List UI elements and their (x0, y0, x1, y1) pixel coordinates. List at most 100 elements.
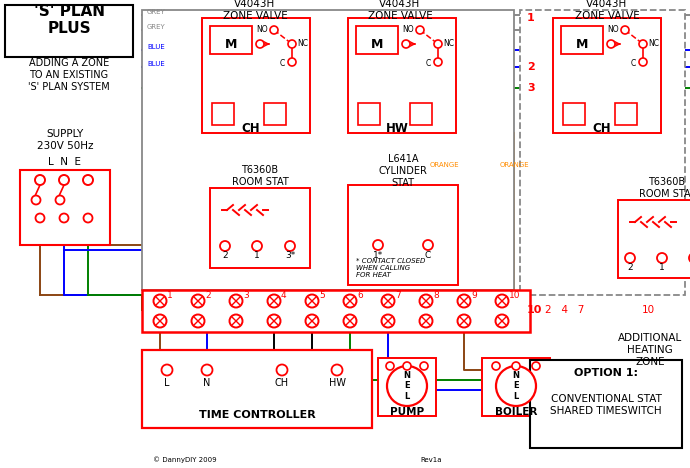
Bar (264, 103, 286, 125)
Circle shape (35, 213, 44, 222)
Circle shape (252, 241, 262, 251)
Text: SUPPLY
230V 50Hz: SUPPLY 230V 50Hz (37, 129, 93, 151)
Bar (615, 103, 637, 125)
Circle shape (344, 314, 357, 328)
Circle shape (457, 294, 471, 307)
Text: 3*: 3* (689, 263, 690, 272)
Text: N: N (204, 378, 210, 388)
Text: 3*: 3* (285, 251, 295, 261)
Bar (358, 103, 380, 125)
Bar (142, 10, 514, 290)
Text: 1*: 1* (373, 250, 383, 259)
Text: ADDING A ZONE
TO AN EXISTING
'S' PLAN SYSTEM: ADDING A ZONE TO AN EXISTING 'S' PLAN SY… (28, 58, 110, 92)
Circle shape (402, 40, 410, 48)
Text: 1: 1 (254, 251, 260, 261)
Text: * CONTACT CLOSED
WHEN CALLING
FOR HEAT: * CONTACT CLOSED WHEN CALLING FOR HEAT (356, 258, 425, 278)
Circle shape (331, 365, 342, 375)
Text: ADDITIONAL
HEATING
ZONE: ADDITIONAL HEATING ZONE (618, 333, 682, 366)
Bar (202, 18, 310, 133)
Circle shape (621, 26, 629, 34)
Circle shape (420, 362, 428, 370)
Circle shape (495, 294, 509, 307)
Text: NO: NO (257, 24, 268, 34)
Text: N
E
L: N E L (513, 371, 520, 401)
Circle shape (153, 314, 166, 328)
Text: T6360B
ROOM STAT: T6360B ROOM STAT (232, 165, 288, 187)
Text: GREY: GREY (147, 24, 166, 30)
Bar (618, 200, 690, 278)
Text: L641A
CYLINDER
STAT: L641A CYLINDER STAT (379, 154, 427, 188)
Circle shape (420, 314, 433, 328)
Circle shape (512, 362, 520, 370)
Text: HW: HW (328, 378, 346, 388)
Text: M: M (576, 37, 588, 51)
Text: 4: 4 (281, 292, 286, 300)
Circle shape (220, 241, 230, 251)
Circle shape (306, 294, 319, 307)
Bar (348, 18, 456, 133)
Text: V4043H
ZONE VALVE: V4043H ZONE VALVE (575, 0, 640, 21)
Text: BOILER: BOILER (495, 407, 538, 417)
Circle shape (192, 314, 204, 328)
Circle shape (277, 365, 288, 375)
Text: 3: 3 (243, 292, 249, 300)
Text: 2: 2 (627, 263, 633, 272)
Bar (5, 5, 133, 57)
Circle shape (382, 314, 395, 328)
Circle shape (306, 314, 319, 328)
Text: 7: 7 (395, 292, 401, 300)
Text: CONVENTIONAL STAT
SHARED TIMESWITCH: CONVENTIONAL STAT SHARED TIMESWITCH (550, 394, 662, 416)
Text: M: M (371, 37, 383, 51)
Bar (142, 290, 530, 332)
Circle shape (386, 362, 394, 370)
Bar (348, 185, 458, 285)
Circle shape (270, 26, 278, 34)
Text: ORANGE: ORANGE (430, 162, 460, 168)
Text: CH: CH (241, 122, 260, 134)
Text: 1: 1 (659, 263, 665, 272)
Text: C: C (425, 250, 431, 259)
Text: 10: 10 (527, 305, 542, 315)
Circle shape (416, 26, 424, 34)
Circle shape (373, 240, 383, 250)
Circle shape (496, 366, 536, 406)
Bar (530, 360, 682, 448)
Bar (378, 358, 436, 416)
Circle shape (423, 240, 433, 250)
Bar (142, 350, 372, 428)
Circle shape (268, 294, 281, 307)
Bar (210, 26, 252, 54)
Bar (520, 10, 685, 295)
Text: V4043H
ZONE VALVE: V4043H ZONE VALVE (223, 0, 287, 21)
Circle shape (495, 314, 509, 328)
Circle shape (201, 365, 213, 375)
Text: CH: CH (275, 378, 289, 388)
Circle shape (382, 294, 395, 307)
Text: 2   4   7: 2 4 7 (545, 305, 584, 315)
Circle shape (387, 366, 427, 406)
Bar (210, 188, 310, 268)
Circle shape (625, 253, 635, 263)
Text: NC: NC (443, 38, 454, 47)
Text: 'S' PLAN
PLUS: 'S' PLAN PLUS (34, 4, 104, 36)
Text: BLUE: BLUE (147, 44, 165, 50)
Circle shape (230, 314, 242, 328)
Text: C: C (279, 59, 285, 68)
Text: T6360B
ROOM STAT: T6360B ROOM STAT (639, 177, 690, 199)
Circle shape (403, 362, 411, 370)
Circle shape (288, 40, 296, 48)
Text: 5: 5 (319, 292, 325, 300)
Circle shape (83, 213, 92, 222)
Text: 2: 2 (527, 62, 535, 72)
Text: CH: CH (593, 122, 611, 134)
Circle shape (288, 58, 296, 66)
Text: TIME CONTROLLER: TIME CONTROLLER (199, 410, 315, 420)
Text: 1: 1 (527, 13, 535, 23)
Bar (561, 26, 603, 54)
Circle shape (434, 58, 442, 66)
Text: GREY: GREY (147, 9, 166, 15)
Text: NO: NO (607, 24, 619, 34)
Circle shape (285, 241, 295, 251)
Text: 1: 1 (167, 292, 172, 300)
Text: M: M (225, 37, 237, 51)
